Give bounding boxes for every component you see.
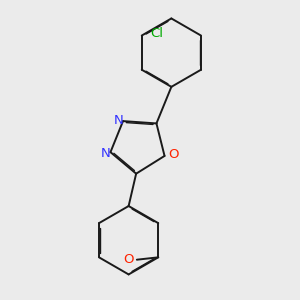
Text: N: N (101, 147, 111, 160)
Text: O: O (123, 253, 134, 266)
Text: O: O (168, 148, 178, 160)
Text: N: N (113, 114, 123, 127)
Text: Cl: Cl (150, 27, 163, 40)
